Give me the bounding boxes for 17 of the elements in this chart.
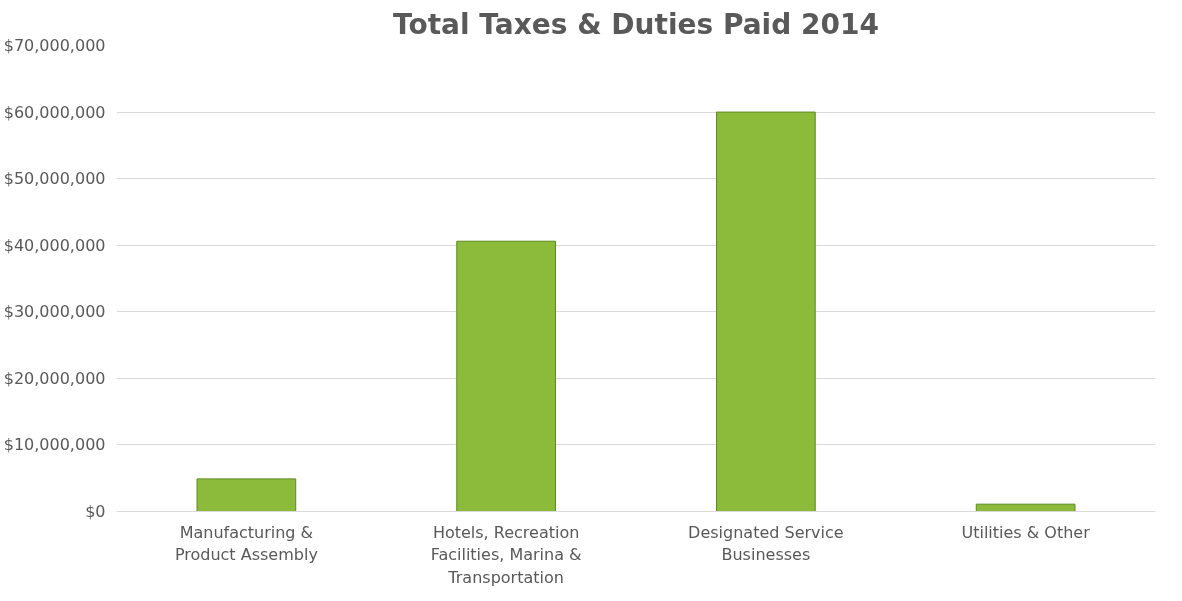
y-tick-label: $50,000,000 — [3, 169, 106, 189]
chart-title: Total Taxes & Duties Paid 2014 — [393, 7, 879, 41]
x-tick-label: Hotels, Recreation Facilities, Marina & Transportation — [430, 522, 582, 588]
x-tick-label: Designated Service Businesses — [688, 522, 844, 565]
y-tick-label: $20,000,000 — [3, 368, 106, 388]
y-tick-label: $40,000,000 — [3, 235, 106, 255]
x-tick-label: Manufacturing & Product Assembly — [174, 522, 318, 565]
y-tick-label: $70,000,000 — [3, 36, 106, 55]
x-tick-label: Utilities & Other — [961, 522, 1091, 542]
y-tick-label: $0 — [85, 502, 106, 521]
bar — [716, 111, 816, 512]
bar — [196, 478, 297, 512]
bar — [456, 240, 556, 512]
bar — [975, 503, 1076, 512]
y-tick-label: $30,000,000 — [3, 302, 106, 322]
y-tick-label: $10,000,000 — [3, 435, 106, 455]
y-tick-label: $60,000,000 — [3, 102, 106, 122]
